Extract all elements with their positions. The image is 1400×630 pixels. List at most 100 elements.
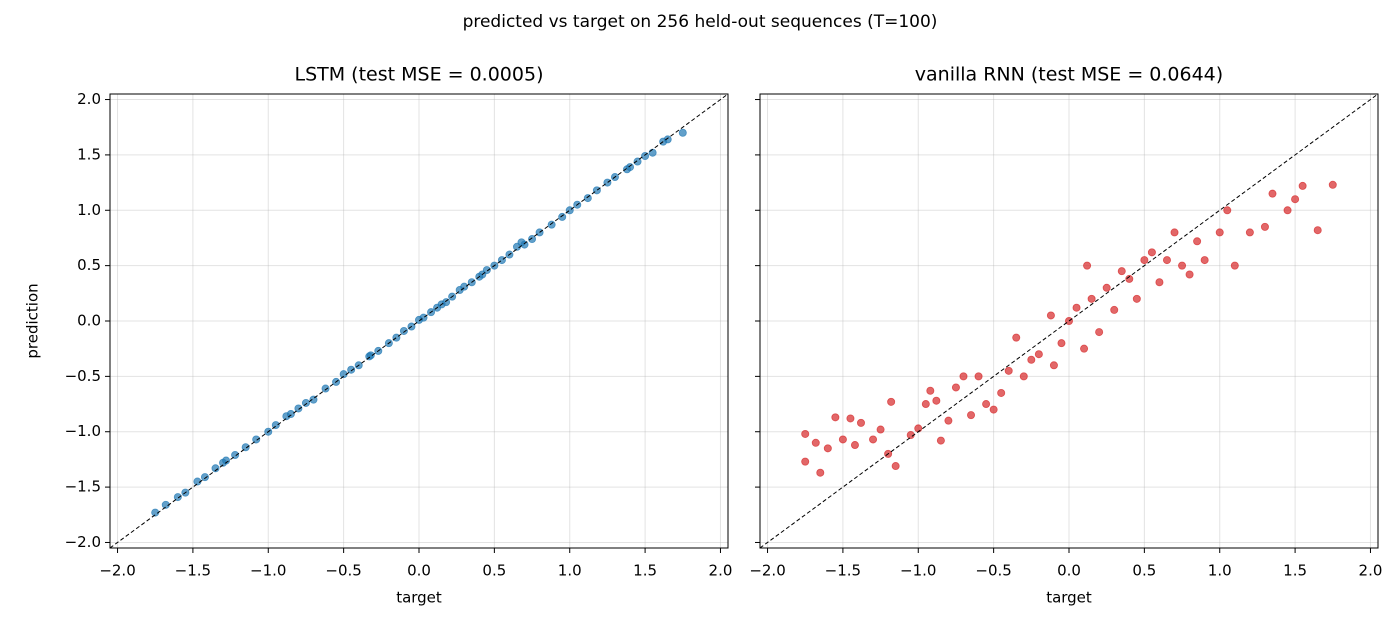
point — [932, 396, 941, 405]
x-tick-label: 2.0 — [709, 562, 733, 580]
point — [1223, 206, 1232, 215]
point — [974, 372, 983, 381]
y-tick-label: −2.0 — [65, 533, 101, 551]
point — [982, 400, 991, 409]
point — [816, 468, 825, 477]
point — [399, 326, 408, 335]
y-axis-label: prediction — [24, 283, 42, 358]
point — [1065, 316, 1074, 325]
point — [1080, 344, 1089, 353]
point — [497, 256, 506, 265]
point — [663, 135, 672, 144]
point — [823, 444, 832, 453]
point — [1155, 278, 1164, 287]
point — [989, 405, 998, 414]
point — [959, 372, 968, 381]
x-tick-label: 2.0 — [1359, 562, 1383, 580]
point — [936, 436, 945, 445]
point — [1125, 274, 1134, 283]
plot-area — [110, 94, 728, 548]
point — [967, 411, 976, 420]
x-tick-label: −0.5 — [325, 562, 361, 580]
point — [309, 395, 318, 404]
point — [1034, 350, 1043, 359]
point — [1140, 256, 1149, 265]
x-tick-label: 1.0 — [1208, 562, 1232, 580]
point — [1230, 261, 1239, 270]
point — [583, 194, 592, 203]
point — [1132, 294, 1141, 303]
point — [173, 493, 182, 502]
point — [603, 178, 612, 187]
point — [1012, 333, 1021, 342]
x-tick-label: 1.0 — [558, 562, 582, 580]
point — [558, 212, 567, 221]
point — [887, 397, 896, 406]
point — [921, 400, 930, 409]
point — [876, 425, 885, 434]
x-tick-label: 0.0 — [407, 562, 431, 580]
x-axis-label: target — [396, 589, 442, 607]
point — [914, 424, 923, 433]
point — [801, 429, 810, 438]
point — [1193, 237, 1202, 246]
point — [1328, 180, 1337, 189]
point — [1057, 339, 1066, 348]
point — [1049, 361, 1058, 370]
y-tick-label: −1.0 — [65, 422, 101, 440]
point — [231, 450, 240, 459]
axes-frame — [759, 93, 1379, 549]
point — [294, 404, 303, 413]
point — [831, 413, 840, 422]
point — [1004, 366, 1013, 375]
reference-line — [760, 94, 1378, 548]
point — [1313, 226, 1322, 235]
x-axis-label: target — [1046, 589, 1092, 607]
point — [321, 384, 330, 393]
x-tick-label: 0.5 — [1132, 562, 1156, 580]
x-tick-label: −1.5 — [825, 562, 861, 580]
point — [838, 435, 847, 444]
point — [419, 313, 428, 322]
point — [271, 421, 280, 430]
point — [641, 152, 650, 161]
point — [1083, 261, 1092, 270]
x-tick-label: 1.5 — [633, 562, 657, 580]
point — [1019, 372, 1028, 381]
point — [252, 435, 261, 444]
x-tick-label: −0.5 — [975, 562, 1011, 580]
point — [1200, 256, 1209, 265]
point — [951, 383, 960, 392]
point — [856, 418, 865, 427]
point — [1283, 206, 1292, 215]
point — [1110, 305, 1119, 314]
point — [1291, 195, 1300, 204]
point — [1072, 303, 1081, 312]
figure-title: predicted vs target on 256 held-out sequ… — [463, 12, 938, 32]
point — [1245, 228, 1254, 237]
y-tick-label: 0.0 — [77, 312, 101, 330]
axes-title: vanilla RNN (test MSE = 0.0644) — [915, 64, 1223, 86]
point — [1298, 181, 1307, 190]
y-tick-label: 2.0 — [77, 90, 101, 108]
point — [1046, 311, 1055, 320]
axes-frame — [109, 93, 729, 549]
y-tick-label: −0.5 — [65, 367, 101, 385]
point — [1095, 328, 1104, 337]
point — [460, 282, 469, 291]
point — [1117, 267, 1126, 276]
point — [846, 414, 855, 423]
y-tick-label: 1.0 — [77, 201, 101, 219]
point — [869, 435, 878, 444]
plot-area — [760, 94, 1378, 548]
reference-line — [110, 94, 728, 548]
point — [1170, 228, 1179, 237]
point — [528, 235, 537, 244]
point — [801, 457, 810, 466]
x-tick-label: 0.5 — [482, 562, 506, 580]
x-tick-label: −1.5 — [175, 562, 211, 580]
point — [301, 398, 310, 407]
point — [1215, 228, 1224, 237]
y-tick-label: −1.5 — [65, 478, 101, 496]
